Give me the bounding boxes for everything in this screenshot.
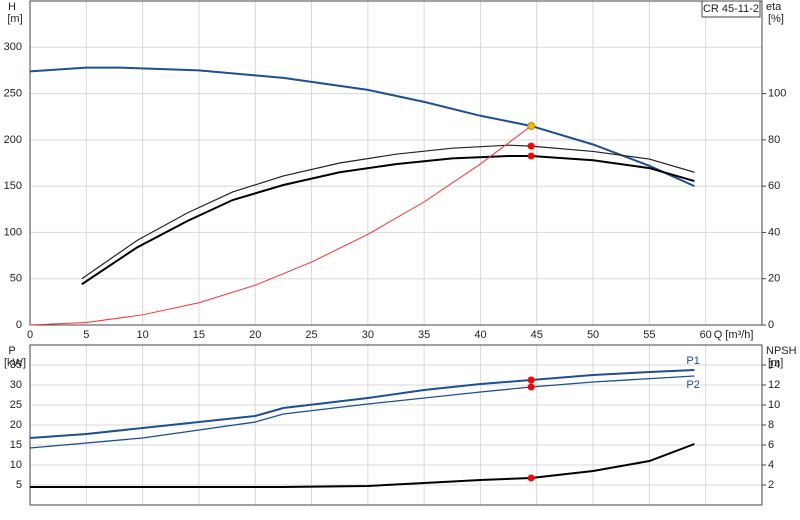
series-line [29,66,695,188]
x-tick-label: 50 [587,329,599,341]
y2-axis-unit: [%] [768,13,784,25]
series-line [30,443,695,488]
y-tick-label: 25 [10,399,22,411]
y2-tick-label: 10 [768,399,780,411]
y-tick-label: 5 [16,479,22,491]
chart-title: CR 45-11-2 [703,3,759,15]
y2-axis-label: eta [766,1,782,13]
x-tick-label: 20 [249,329,261,341]
operating-point [527,376,535,384]
x-tick-label: 55 [643,329,655,341]
y2-tick-label: 100 [768,87,786,99]
x-tick-label: 25 [305,329,317,341]
operating-point [527,121,536,130]
x-tick-label: 10 [136,329,148,341]
x-tick-label: 30 [362,329,374,341]
y2-tick-label: 0 [768,319,774,331]
y2-tick-label: 12 [768,379,780,391]
operating-point [527,142,535,150]
y2-tick-label: 8 [768,419,774,431]
y2-tick-label: 40 [768,226,780,238]
x-tick-label: 60 [700,329,712,341]
y-axis-unit: [kW] [4,357,26,369]
y-tick-label: 150 [4,180,22,192]
y-tick-label: 10 [10,459,22,471]
x-tick-label: 35 [418,329,430,341]
plot-frame [29,344,763,506]
y-tick-label: 50 [10,273,22,285]
y-tick-label: 30 [10,379,22,391]
x-tick-label: 45 [531,329,543,341]
y-tick-label: 100 [4,226,22,238]
series-line [81,144,695,280]
y2-tick-label: 80 [768,134,780,146]
series-line [29,125,532,326]
y-axis-label: P [8,345,15,357]
y2-axis-label: NPSH [766,345,797,357]
operating-point [527,383,535,391]
x-tick-label: 5 [83,329,89,341]
y-tick-label: 15 [10,439,22,451]
y-tick-label: 300 [4,41,22,53]
x-axis-label: Q [m³/h] [714,329,754,341]
series-line [81,155,695,286]
y2-tick-label: 60 [768,180,780,192]
y2-tick-label: 6 [768,439,774,451]
series-line [29,375,695,449]
y-axis-unit: [m] [7,13,22,25]
y-tick-label: 35 [10,359,22,371]
y2-tick-label: 20 [768,273,780,285]
operating-point [527,474,535,482]
operating-point [527,152,535,160]
x-tick-label: 0 [27,329,33,341]
title-box [701,0,761,18]
series-label: P2 [686,379,699,391]
y-tick-label: 200 [4,134,22,146]
plot-frame [29,0,763,326]
y-tick-label: 250 [4,87,22,99]
y-axis-label: H [8,1,16,13]
x-tick-label: 40 [474,329,486,341]
y2-tick-label: 2 [768,479,774,491]
y2-tick-label: 14 [768,359,780,371]
y2-tick-label: 4 [768,459,774,471]
x-tick-label: 15 [193,329,205,341]
y-tick-label: 20 [10,419,22,431]
y-tick-label: 0 [16,319,22,331]
series-label: P1 [686,355,699,367]
series-line [29,369,695,439]
y2-axis-unit: [m] [768,357,783,369]
